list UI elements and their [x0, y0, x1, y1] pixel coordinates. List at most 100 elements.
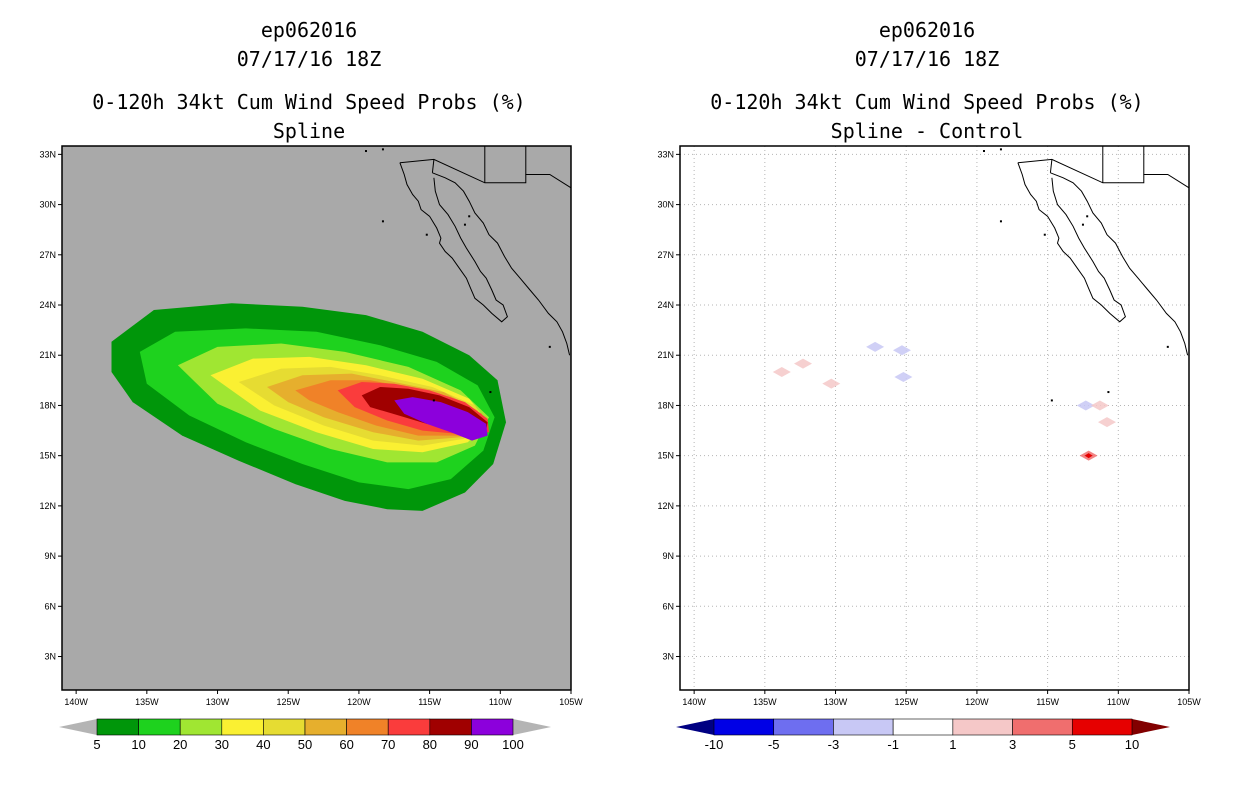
x-tick-label: 115W	[418, 697, 441, 707]
y-tick-label: 3N	[662, 652, 674, 662]
colorbar-label: 70	[381, 737, 395, 752]
y-tick-label: 21N	[657, 350, 674, 360]
x-tick-label: 140W	[64, 697, 88, 707]
difference-patch	[866, 341, 885, 352]
difference-patch-core	[1084, 453, 1093, 459]
x-tick-label: 130W	[824, 697, 848, 707]
y-tick-label: 33N	[39, 149, 56, 159]
right-panel: ep062016 07/17/16 18Z 0-120h 34kt Cum Wi…	[618, 0, 1236, 800]
colorbar-label: 3	[1009, 737, 1016, 752]
island	[364, 150, 367, 153]
island	[999, 220, 1002, 223]
x-tick-label: 125W	[894, 697, 918, 707]
island	[999, 148, 1002, 151]
y-tick-label: 6N	[662, 601, 674, 611]
y-tick-label: 12N	[657, 501, 674, 511]
colorbar-label: 1	[949, 737, 956, 752]
prob-contour-90	[394, 397, 488, 441]
colorbar-swatch	[179, 718, 223, 736]
x-tick-label: 110W	[489, 697, 512, 707]
colorbar-label: -1	[887, 737, 899, 752]
colorbar-swatch	[346, 718, 389, 736]
x-tick-label: 105W	[559, 697, 583, 707]
island	[982, 150, 985, 153]
colorbar-label: 50	[298, 737, 312, 752]
x-tick-label: 120W	[965, 697, 989, 707]
coast-line	[1017, 158, 1190, 189]
coast-line	[399, 162, 508, 323]
y-tick-label: 3N	[44, 652, 56, 662]
colorbar-label: -10	[705, 737, 724, 752]
colorbar-above-arrow	[1132, 719, 1170, 735]
coast-line	[432, 172, 571, 356]
coastline	[982, 146, 1190, 402]
y-tick-label: 6N	[44, 601, 56, 611]
colorbar-label: 60	[339, 737, 353, 752]
island	[1107, 391, 1110, 394]
colorbar-swatch	[221, 718, 264, 736]
colorbar-swatch	[892, 718, 954, 736]
chart-title: 0-120h 34kt Cum Wind Speed Probs (%)	[710, 90, 1144, 114]
y-tick-label: 30N	[657, 200, 674, 210]
colorbar-swatch	[96, 718, 139, 736]
colorbar-above-arrow	[513, 719, 551, 735]
colorbar-label: 5	[93, 737, 100, 752]
island	[463, 223, 466, 226]
island	[1081, 223, 1084, 226]
chart-subtitle: Spline - Control	[830, 119, 1024, 143]
colorbar: 5 10 20 30 40 50 60 70 80 90 100	[59, 718, 551, 752]
colorbar-label: 10	[1125, 737, 1139, 752]
storm-id-title: ep062016	[260, 18, 358, 42]
y-tick-label: 9N	[662, 551, 674, 561]
colorbar-below-arrow	[59, 719, 97, 735]
colorbar-swatch	[387, 718, 431, 736]
y-tick-label: 30N	[39, 200, 56, 210]
plot-frame	[61, 145, 572, 691]
difference-field	[772, 341, 1116, 461]
difference-map: 140W 135W 130W 125W 120W 115W 110W 105W3N6N9N12…	[657, 145, 1201, 752]
colorbar-swatch	[952, 718, 1013, 736]
difference-patch	[1076, 400, 1095, 411]
map-axes: 140W 135W 130W 125W 120W 115W 110W 105W 3N 6N 9N 12…	[39, 145, 583, 707]
x-tick-label: 130W	[206, 697, 230, 707]
island	[1166, 345, 1169, 348]
map-axes: 140W 135W 130W 125W 120W 115W 110W 105W 3N 6N 9N 12…	[657, 145, 1201, 707]
map-background	[680, 146, 1189, 690]
colorbar-below-arrow	[676, 719, 714, 735]
colorbar-swatch	[304, 718, 347, 736]
y-tick-label: 15N	[39, 451, 56, 461]
colorbar-label: 30	[215, 737, 229, 752]
colorbar-label: 40	[256, 737, 270, 752]
y-tick-label: 12N	[39, 501, 56, 511]
colorbar-swatch	[773, 718, 834, 736]
x-tick-label: 135W	[753, 697, 777, 707]
coast-line	[1050, 172, 1189, 356]
chart-title: 0-120h 34kt Cum Wind Speed Probs (%)	[92, 90, 526, 114]
difference-patch	[894, 371, 913, 382]
difference-patch	[1097, 417, 1116, 428]
valid-time-title: 07/17/16 18Z	[236, 47, 382, 71]
colorbar-label: 10	[131, 737, 145, 752]
island	[1086, 215, 1089, 218]
coast-line	[1017, 162, 1126, 323]
y-tick-label: 9N	[44, 551, 56, 561]
island	[381, 220, 384, 223]
coast-line	[431, 159, 435, 173]
coast-line	[1049, 159, 1053, 173]
y-tick-label: 33N	[657, 149, 674, 159]
colorbar-swatch	[1071, 718, 1133, 736]
difference-patch	[772, 366, 791, 377]
colorbar-label: -5	[768, 737, 780, 752]
x-tick-label: 125W	[276, 697, 300, 707]
colorbar: -10 -5 -3 -1 1 3 5 10	[676, 718, 1170, 752]
island	[381, 148, 384, 151]
colorbar-label: 5	[1069, 737, 1076, 752]
colorbar-swatch	[471, 718, 514, 736]
x-tick-label: 110W	[1107, 697, 1130, 707]
y-tick-label: 27N	[657, 250, 674, 260]
y-tick-label: 18N	[39, 400, 56, 410]
x-tick-label: 120W	[347, 697, 371, 707]
colorbar-swatch	[429, 718, 472, 736]
storm-id-title: ep062016	[878, 18, 976, 42]
y-tick-label: 24N	[657, 300, 674, 310]
